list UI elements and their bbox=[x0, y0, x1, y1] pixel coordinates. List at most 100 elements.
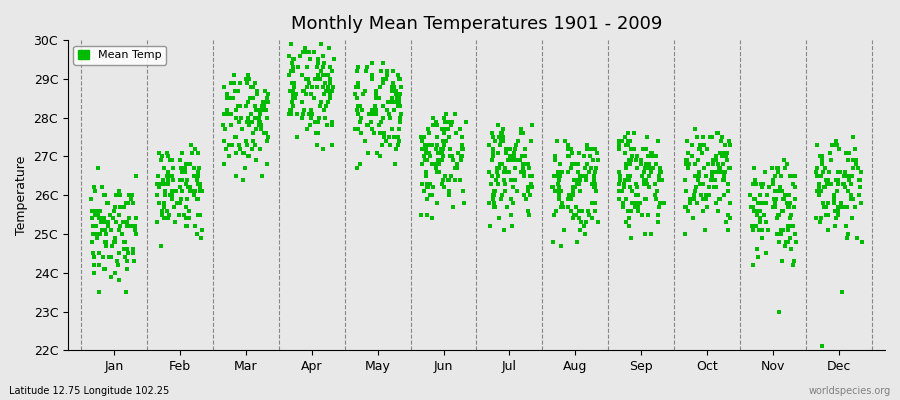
Point bbox=[814, 153, 829, 160]
Point bbox=[845, 165, 859, 171]
Point bbox=[120, 266, 134, 272]
Point bbox=[649, 161, 663, 167]
Point bbox=[487, 188, 501, 194]
Point bbox=[151, 149, 166, 156]
Point bbox=[840, 204, 854, 210]
Point bbox=[240, 142, 255, 148]
Point bbox=[746, 227, 760, 233]
Point bbox=[353, 118, 367, 125]
Point bbox=[486, 192, 500, 198]
Point bbox=[717, 176, 732, 183]
Point bbox=[552, 184, 566, 191]
Point bbox=[523, 192, 537, 198]
Point bbox=[91, 211, 105, 218]
Point bbox=[635, 173, 650, 179]
Point bbox=[319, 87, 333, 94]
Point bbox=[315, 72, 329, 78]
Point bbox=[690, 176, 705, 183]
Point bbox=[488, 188, 502, 194]
Point bbox=[187, 188, 202, 194]
Point bbox=[177, 165, 192, 171]
Point bbox=[688, 184, 703, 191]
Point bbox=[566, 192, 580, 198]
Point bbox=[387, 161, 401, 167]
Point bbox=[90, 235, 104, 241]
Point bbox=[89, 231, 104, 237]
Point bbox=[683, 196, 698, 202]
Point bbox=[482, 223, 497, 230]
Point bbox=[193, 188, 207, 194]
Point bbox=[699, 204, 714, 210]
Point bbox=[156, 176, 170, 183]
Point bbox=[845, 215, 859, 222]
Point bbox=[579, 219, 593, 226]
Point bbox=[311, 72, 326, 78]
Point bbox=[238, 138, 253, 144]
Point bbox=[101, 200, 115, 206]
Point bbox=[304, 91, 319, 98]
Point bbox=[819, 211, 833, 218]
Point bbox=[706, 134, 720, 140]
Point bbox=[458, 118, 473, 125]
Point bbox=[129, 215, 143, 222]
Point bbox=[418, 142, 433, 148]
Point bbox=[318, 80, 332, 86]
Point bbox=[580, 142, 595, 148]
Point bbox=[827, 192, 842, 198]
Point bbox=[382, 114, 397, 121]
Point bbox=[425, 142, 439, 148]
Point bbox=[316, 64, 330, 70]
Point bbox=[374, 153, 388, 160]
Point bbox=[425, 192, 439, 198]
Point bbox=[682, 200, 697, 206]
Point bbox=[586, 157, 600, 164]
Point bbox=[393, 84, 408, 90]
Point bbox=[248, 114, 262, 121]
Point bbox=[833, 200, 848, 206]
Point bbox=[286, 91, 301, 98]
Point bbox=[94, 219, 108, 226]
Point bbox=[187, 165, 202, 171]
Point bbox=[747, 196, 761, 202]
Point bbox=[502, 157, 517, 164]
Point bbox=[174, 157, 188, 164]
Point bbox=[179, 223, 194, 230]
Point bbox=[525, 122, 539, 129]
Point bbox=[722, 138, 736, 144]
Point bbox=[454, 142, 469, 148]
Point bbox=[782, 204, 796, 210]
Point bbox=[572, 180, 586, 187]
Point bbox=[618, 165, 633, 171]
Point bbox=[284, 110, 299, 117]
Point bbox=[193, 180, 207, 187]
Point bbox=[351, 84, 365, 90]
Point bbox=[429, 200, 444, 206]
Point bbox=[579, 173, 593, 179]
Point bbox=[552, 196, 566, 202]
Point bbox=[506, 153, 520, 160]
Point bbox=[442, 176, 456, 183]
Point bbox=[652, 200, 667, 206]
Point bbox=[612, 196, 626, 202]
Point bbox=[746, 180, 760, 187]
Point bbox=[580, 208, 595, 214]
Point bbox=[126, 250, 140, 256]
Point bbox=[744, 204, 759, 210]
Point bbox=[502, 153, 517, 160]
Point bbox=[437, 114, 452, 121]
Point bbox=[252, 114, 266, 121]
Point bbox=[620, 208, 634, 214]
Point bbox=[827, 223, 842, 230]
Point bbox=[492, 215, 507, 222]
Point bbox=[771, 169, 786, 175]
Point bbox=[453, 176, 467, 183]
Point bbox=[161, 176, 176, 183]
Point bbox=[786, 223, 800, 230]
Point bbox=[93, 231, 107, 237]
Point bbox=[364, 76, 379, 82]
Point bbox=[522, 211, 536, 218]
Point bbox=[105, 215, 120, 222]
Point bbox=[374, 68, 389, 74]
Point bbox=[87, 262, 102, 268]
Point bbox=[445, 153, 459, 160]
